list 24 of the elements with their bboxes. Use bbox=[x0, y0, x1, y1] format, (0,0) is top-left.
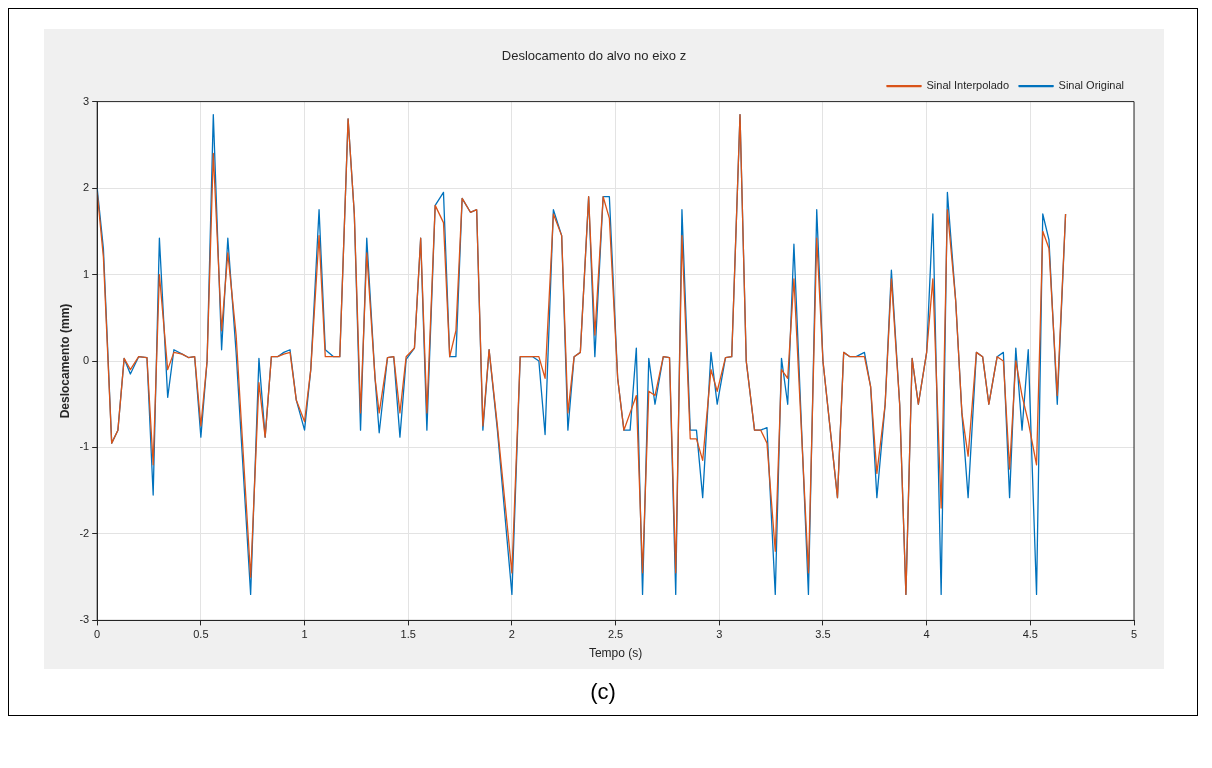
x-tick-label: 2 bbox=[508, 628, 515, 641]
x-tick-label: 4 bbox=[923, 628, 930, 641]
y-tick-label: -3 bbox=[79, 613, 90, 626]
y-tick-label: -2 bbox=[79, 526, 90, 539]
legend-label: Sinal Interpolado bbox=[926, 79, 1010, 92]
x-tick-label: 5 bbox=[1130, 628, 1138, 641]
x-tick-label: 2.5 bbox=[607, 628, 624, 641]
chart-title: Deslocamento do alvo no eixo z bbox=[501, 48, 687, 64]
x-axis-title: Tempo (s) bbox=[588, 646, 643, 661]
x-tick-label: 3 bbox=[716, 628, 723, 641]
x-tick-label: 3.5 bbox=[815, 628, 831, 641]
text: (c) bbox=[589, 679, 617, 705]
legend-label: Sinal Original bbox=[1058, 79, 1124, 92]
y-axis-title: Deslocamento (mm) bbox=[57, 303, 72, 419]
y-tick-label: 1 bbox=[83, 267, 90, 280]
y-tick-label: 2 bbox=[83, 181, 90, 194]
x-tick-label: 0.5 bbox=[193, 628, 209, 641]
y-tick-label: 3 bbox=[83, 94, 90, 107]
x-tick-label: 1 bbox=[301, 628, 308, 641]
x-tick-label: 1.5 bbox=[400, 628, 416, 641]
x-tick-label: 0 bbox=[94, 628, 101, 641]
y-tick-label: -1 bbox=[79, 440, 90, 453]
x-tick-label: 4.5 bbox=[1022, 628, 1038, 641]
y-tick-label: 0 bbox=[83, 354, 90, 367]
